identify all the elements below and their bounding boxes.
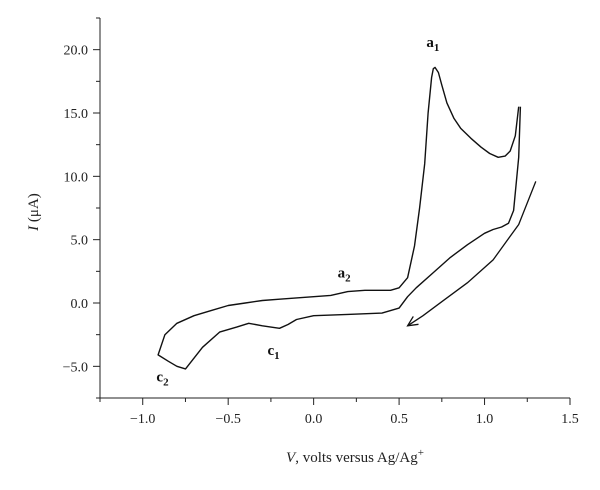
y-tick-label: 15.0 <box>64 107 89 122</box>
plot-area: a1 a2 c1 c2 <box>156 35 537 389</box>
peak-label-c2: c2 <box>156 370 169 389</box>
y-tick-label: 5.0 <box>71 234 89 249</box>
y-tick-label: 0.0 <box>71 297 89 312</box>
y-tick-label: 10.0 <box>64 170 89 185</box>
x-tick-label: −1.0 <box>130 412 155 427</box>
peak-label-c1: c1 <box>267 343 279 362</box>
x-axis-label: V, volts versus Ag/Ag+ <box>286 447 424 466</box>
x-tick-label: 0.0 <box>305 412 323 427</box>
x-tick-label: −0.5 <box>215 412 240 427</box>
cv-curve-line <box>157 66 522 370</box>
peak-label-a2: a2 <box>338 266 352 285</box>
scan-direction-arrowhead <box>406 316 419 327</box>
labels: I (μA) V, volts versus Ag/Ag+ <box>26 193 424 466</box>
x-tick-label: 1.0 <box>476 412 494 427</box>
peak-label-a1: a1 <box>426 35 439 54</box>
x-tick-label: 1.5 <box>561 412 579 427</box>
y-tick-label: −5.0 <box>63 360 88 375</box>
y-tick-label: 20.0 <box>64 44 89 59</box>
y-axis-label: I (μA) <box>26 193 42 232</box>
scan-direction-arrow <box>407 181 537 327</box>
axes: −1.0 −0.5 0.0 0.5 1.0 1.5 −5.0 0.0 5.0 10.0 15.0 20… <box>63 17 579 427</box>
x-tick-label: 0.5 <box>390 412 408 427</box>
